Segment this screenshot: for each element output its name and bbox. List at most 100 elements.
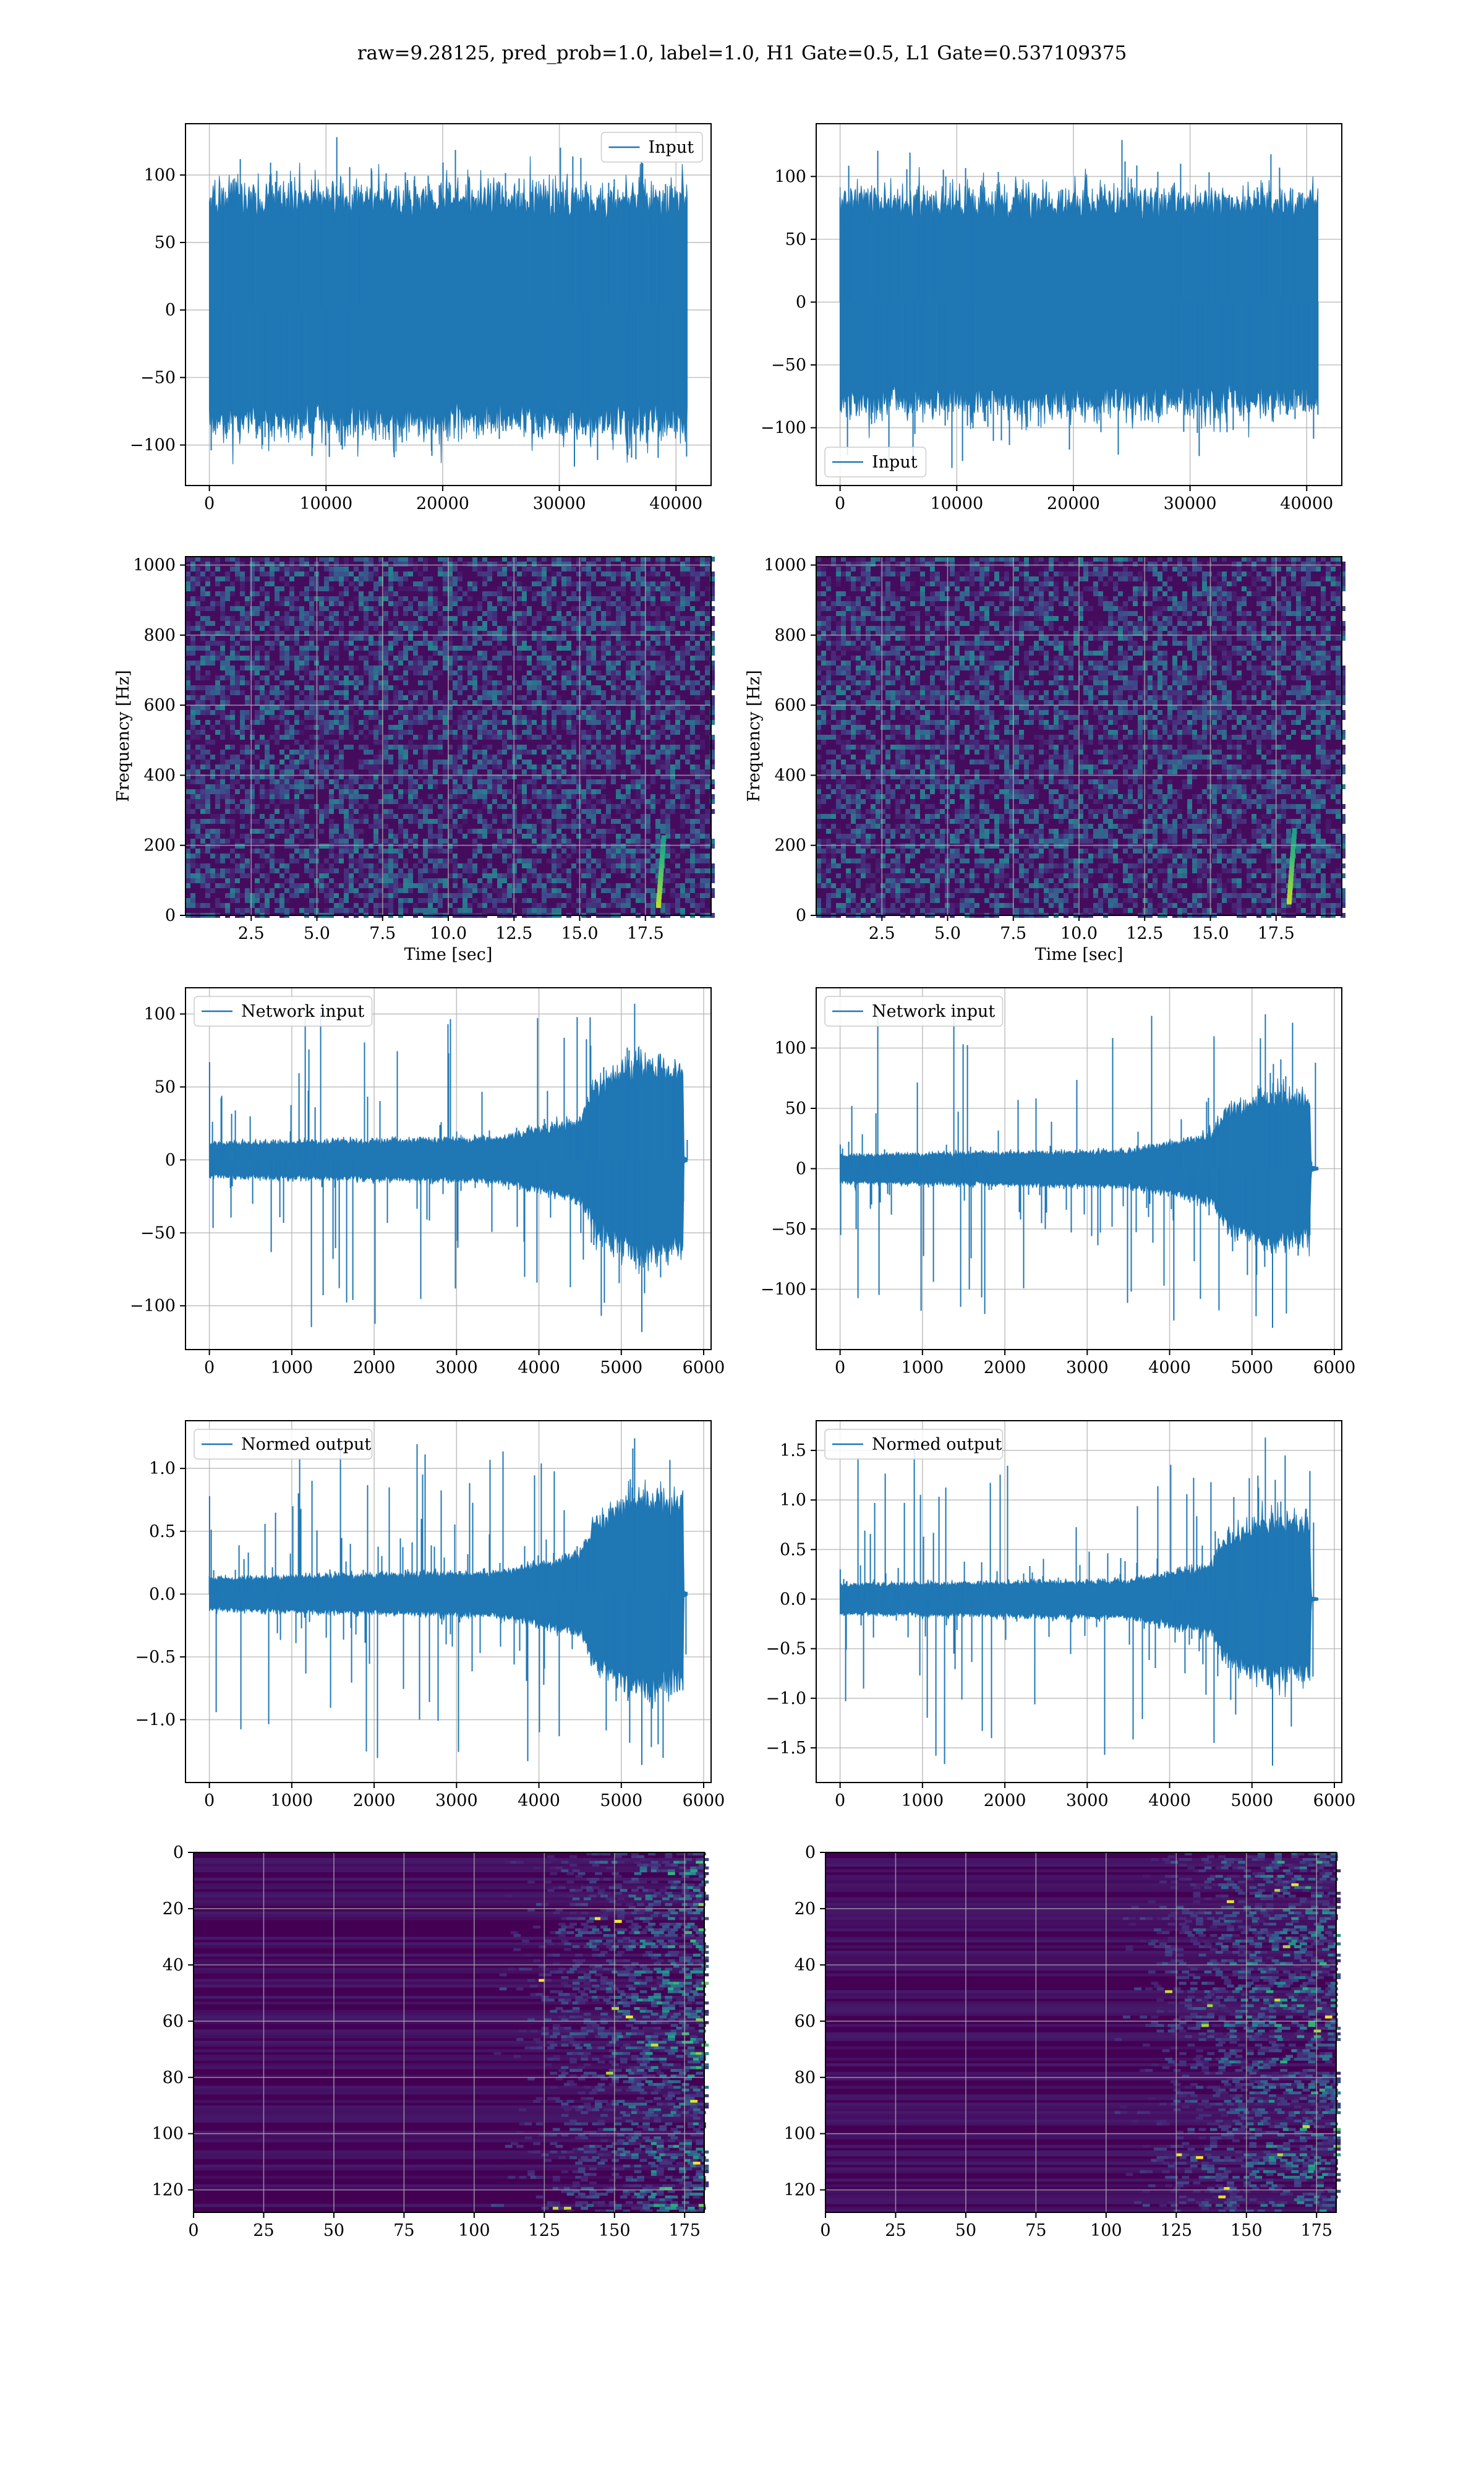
- y-tick-label: 60: [795, 2012, 816, 2031]
- chirp-pixel: [659, 857, 665, 864]
- y-tick-label: 400: [774, 766, 806, 785]
- y-tick-label: −1.0: [135, 1710, 176, 1729]
- heatmap-cells: [816, 557, 1345, 918]
- x-tick-label: 0: [820, 2221, 830, 2240]
- y-tick-label: 400: [143, 766, 176, 785]
- chirp-pixel: [657, 880, 663, 886]
- x-tick-label: 30000: [533, 494, 586, 513]
- x-tick-label: 5.0: [304, 924, 330, 943]
- panel-norm-l1: 0 1000 2000 3000 4000 5000 6000 −1.5 −1.0 −0.5 0.0…: [765, 1420, 1356, 1810]
- legend-box: [194, 996, 373, 1027]
- x-tick-label: 5000: [1230, 1358, 1273, 1377]
- panel-spec-h1: 2.5 5.0 7.5 10.0 12.5 15.0 17.5 0 200 400 600 800 10…: [114, 556, 715, 964]
- heatmap-cells: [825, 1852, 1341, 2213]
- y-tick-label: 600: [143, 696, 176, 715]
- series-spikes: [839, 140, 1319, 468]
- panel-input-h1: 0 10000 20000 30000 40000 −100 −50 0 50 100 Input: [130, 123, 712, 513]
- legend-box: [824, 1429, 1004, 1460]
- x-tick-label: 4000: [1148, 1358, 1191, 1377]
- y-tick-label: 50: [785, 230, 806, 249]
- series-spikes: [208, 1003, 688, 1332]
- x-tick-label: 0: [835, 1791, 845, 1810]
- y-tick-label: −100: [130, 436, 176, 455]
- y-tick-label: 1000: [764, 556, 806, 575]
- legend-label: Network input: [872, 1002, 995, 1021]
- x-tick-label: 75: [393, 2221, 414, 2240]
- x-tick-label: 12.5: [1126, 924, 1163, 943]
- panel-net-h1: 0 1000 2000 3000 4000 5000 6000 −100 −50 0 50 100 Ne…: [130, 987, 725, 1377]
- x-tick-label: 1000: [271, 1358, 313, 1377]
- chirp-pixel: [1287, 889, 1293, 896]
- chirp-pixel: [660, 844, 666, 850]
- y-tick-label: 0.0: [149, 1585, 176, 1604]
- figure-title: raw=9.28125, pred_prob=1.0, label=1.0, H…: [357, 42, 1127, 64]
- series-spikes: [839, 1437, 1315, 1766]
- legend-box: [824, 447, 927, 477]
- x-tick-label: 75: [1025, 2221, 1046, 2240]
- chirp-pixel: [660, 848, 665, 855]
- y-tick-label: −100: [130, 1296, 176, 1316]
- y-tick-label: 0.0: [780, 1590, 806, 1609]
- chirp-pixel: [657, 884, 663, 891]
- y-tick-label: −50: [140, 1223, 176, 1243]
- legend-label: Normed output: [241, 1435, 371, 1454]
- x-tick-label: 40000: [649, 494, 702, 513]
- x-tick-label: 4000: [518, 1791, 560, 1810]
- y-tick-label: 100: [774, 1039, 806, 1058]
- y-tick-label: 200: [143, 836, 176, 855]
- y-tick-label: 0: [165, 1150, 176, 1170]
- y-tick-label: 800: [774, 626, 806, 645]
- y-tick-label: 200: [774, 836, 806, 855]
- series-normed-output-line: [840, 1500, 1318, 1697]
- y-tick-label: −1.0: [765, 1689, 806, 1708]
- chirp-pixel: [656, 897, 662, 904]
- chirp-pixel: [1291, 833, 1297, 839]
- legend-label: Input: [649, 138, 694, 157]
- x-tick-label: 10000: [299, 494, 352, 513]
- y-tick-label: 50: [155, 1077, 176, 1097]
- y-tick-label: 0: [796, 293, 806, 312]
- chirp-pixel: [1289, 870, 1294, 877]
- x-tick-label: 1000: [271, 1791, 313, 1810]
- legend: Normed output: [824, 1429, 1004, 1460]
- series-network-input-line: [840, 1078, 1318, 1257]
- x-tick-label: 5000: [1230, 1791, 1273, 1810]
- chirp-pixel: [656, 902, 661, 909]
- x-tick-label: 5000: [600, 1791, 642, 1810]
- x-tick-label: 4000: [1148, 1791, 1191, 1810]
- panel-net-l1: 0 1000 2000 3000 4000 5000 6000 −100 −50 0 50 100 Ne…: [761, 987, 1355, 1377]
- chirp-pixel: [660, 853, 665, 860]
- y-tick-label: 0: [165, 301, 176, 320]
- axes-frame: [185, 987, 712, 1350]
- y-tick-label: 0: [173, 1843, 184, 1862]
- chirp-pixel: [1289, 860, 1295, 867]
- x-tick-label: 3000: [1066, 1358, 1109, 1377]
- y-tick-label: 120: [783, 2181, 816, 2200]
- x-tick-label: 20000: [1047, 494, 1100, 513]
- x-tick-label: 10.0: [430, 924, 467, 943]
- panel-input-l1: 0 10000 20000 30000 40000 −100 −50 0 50 100 Input: [761, 123, 1342, 513]
- y-tick-label: −0.5: [135, 1648, 176, 1667]
- x-tick-label: 3000: [435, 1791, 478, 1810]
- x-tick-label: 20000: [416, 494, 469, 513]
- panel-spec-l1: 2.5 5.0 7.5 10.0 12.5 15.0 17.5 0 200 400 600 800 10…: [744, 556, 1345, 964]
- x-tick-label: 6000: [1313, 1791, 1356, 1810]
- y-tick-label: −50: [771, 1220, 806, 1239]
- x-tick-label: 25: [885, 2221, 906, 2240]
- x-tick-label: 1000: [902, 1358, 944, 1377]
- y-tick-label: 50: [155, 233, 176, 252]
- heatmap-cells: [194, 1852, 709, 2213]
- series-normed-output-line: [209, 1479, 688, 1709]
- x-tick-label: 12.5: [495, 924, 532, 943]
- y-tick-label: 120: [151, 2181, 184, 2200]
- y-tick-label: 20: [795, 1899, 816, 1919]
- series-spikes: [839, 1014, 1319, 1328]
- chirp-pixel: [1290, 856, 1295, 863]
- legend-label: Input: [872, 453, 918, 472]
- chirp-pixel: [658, 875, 663, 881]
- legend: Network input: [194, 996, 373, 1027]
- axes-frame: [185, 1420, 712, 1783]
- y-tick-label: 1.0: [149, 1459, 176, 1478]
- x-tick-label: 2000: [984, 1358, 1026, 1377]
- x-axis-label: Time [sec]: [1035, 945, 1124, 964]
